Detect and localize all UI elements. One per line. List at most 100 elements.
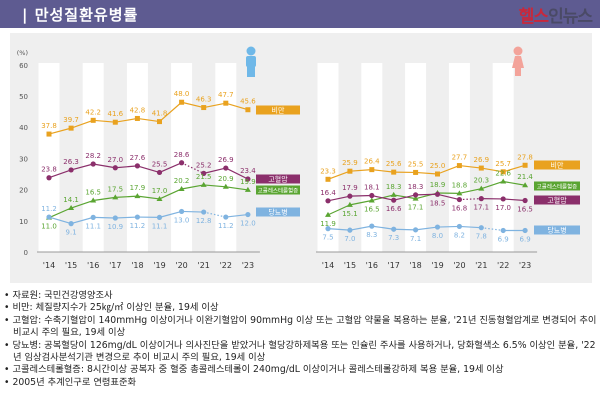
- obesity-line-segment: [159, 101, 182, 123]
- hypertension-line-segment: [371, 194, 394, 201]
- x-tick-label: '15: [65, 261, 77, 270]
- obesity-data-label: 42.2: [85, 108, 101, 116]
- hypertension-point: [413, 192, 419, 198]
- footnote: • 자료원: 국민건강영양조사: [4, 290, 113, 301]
- cholesterol-data-label: 11.9: [320, 220, 336, 228]
- x-tick-label: '21: [475, 261, 487, 270]
- diabetes-point: [90, 214, 96, 220]
- obesity-line-segment: [48, 127, 72, 135]
- hypertension-data-label: 16.5: [517, 206, 533, 214]
- hypertension-point: [478, 196, 484, 202]
- cholesterol-line-segment: [159, 188, 182, 200]
- diabetes-line-segment: [225, 213, 248, 218]
- obesity-point: [391, 169, 397, 175]
- diabetes-point: [245, 211, 251, 218]
- cholesterol-point: [522, 182, 529, 188]
- male-figure-icon: [247, 66, 255, 77]
- hypertension-data-label: 27.0: [108, 156, 124, 164]
- x-tick-label: '20: [175, 261, 187, 270]
- female-figure-icon: [515, 68, 521, 76]
- cholesterol-point: [68, 205, 75, 211]
- hypertension-data-label: 16.8: [452, 205, 468, 213]
- cholesterol-point: [412, 195, 419, 201]
- obesity-data-label: 45.6: [240, 98, 256, 106]
- diabetes-point: [500, 227, 506, 234]
- hypertension-data-label: 23.8: [41, 166, 57, 174]
- legend-label-hypertension: 고혈압: [547, 196, 567, 205]
- diabetes-data-label: 7.8: [476, 233, 487, 241]
- diabetes-data-label: 9.1: [66, 229, 77, 237]
- obesity-data-label: 25.6: [386, 160, 402, 168]
- hypertension-line-segment: [393, 194, 416, 201]
- hypertension-line-segment: [70, 163, 94, 171]
- cholesterol-point: [346, 201, 353, 207]
- x-tick-label: '16: [87, 261, 99, 270]
- diabetes-point: [325, 226, 331, 232]
- hypertension-line-segment: [349, 194, 372, 197]
- hypertension-data-label: 26.9: [218, 156, 234, 164]
- cholesterol-data-label: 16.5: [364, 206, 380, 214]
- legend-label-cholesterol: 고콜레스테롤혈증: [258, 187, 298, 195]
- obesity-data-label: 26.9: [474, 156, 490, 164]
- obesity-point: [223, 100, 229, 106]
- legend-diabetes: [256, 207, 300, 217]
- diabetes-line-segment: [481, 227, 504, 232]
- hypertension-line-segment: [93, 163, 116, 169]
- diabetes-data-label: 6.9: [520, 235, 531, 243]
- x-tick-label: '19: [153, 261, 165, 270]
- cholesterol-line-segment: [503, 180, 526, 186]
- hypertension-data-label: 16.6: [386, 205, 402, 213]
- cholesterol-point: [244, 186, 251, 192]
- footnote: • 고혈압: 수축기혈압이 140mmHg 이상이거나 이완기혈압이 90mmH…: [4, 314, 597, 339]
- diabetes-data-label: 7.3: [388, 234, 399, 242]
- x-tick-label: '21: [198, 261, 210, 270]
- diabetes-data-label: 11.1: [85, 222, 101, 230]
- cholesterol-line-segment: [70, 199, 94, 209]
- cholesterol-data-label: 21.5: [196, 173, 212, 181]
- legend-label-diabetes: 당뇨병: [268, 208, 287, 217]
- legend-cholesterol: [534, 181, 580, 191]
- hypertension-line-segment: [48, 169, 72, 179]
- hypertension-point: [90, 161, 96, 167]
- column-band: [82, 63, 104, 252]
- obesity-point: [90, 117, 96, 123]
- y-tick-label: 60: [19, 62, 28, 70]
- footnote: • 비만: 체질량지수가 25㎏/㎡ 이상인 분율, 19세 이상: [4, 302, 219, 314]
- column-band: [317, 63, 339, 252]
- column-band: [38, 63, 60, 252]
- hypertension-point: [325, 198, 331, 204]
- obesity-line-segment: [437, 165, 460, 175]
- y-unit-label: (%): [17, 49, 28, 57]
- obesity-line-segment: [415, 171, 438, 175]
- diabetes-data-label: 13.0: [174, 216, 190, 224]
- obesity-line-segment: [503, 164, 526, 173]
- legend-obesity: [534, 160, 580, 170]
- diabetes-line-segment: [203, 211, 226, 218]
- legend-hypertension: [534, 195, 580, 205]
- hypertension-line-segment: [415, 193, 438, 196]
- diabetes-line-segment: [459, 225, 482, 229]
- obesity-point: [112, 119, 118, 125]
- hypertension-point: [201, 170, 207, 176]
- hypertension-data-label: 28.2: [85, 152, 101, 160]
- obesity-line-segment: [137, 117, 160, 123]
- diabetes-line-segment: [371, 225, 394, 230]
- footnote: • 당뇨병: 공복혈당이 126mg/dL 이상이거나 의사진단을 받았거나 혈…: [4, 339, 596, 364]
- hypertension-point: [391, 197, 397, 203]
- female-figure-icon: [513, 46, 523, 56]
- cholesterol-point: [368, 197, 375, 203]
- hypertension-point: [46, 175, 52, 181]
- header-bar: | 만성질환유병률 헬스인뉴스: [0, 0, 600, 28]
- cholesterol-data-label: 14.1: [63, 196, 79, 204]
- male-figure-icon: [246, 46, 256, 56]
- y-tick-label: 20: [19, 187, 28, 195]
- cholesterol-line-segment: [115, 195, 138, 198]
- hypertension-data-label: 18.3: [408, 183, 424, 191]
- diabetes-data-label: 12.8: [196, 217, 212, 225]
- cholesterol-data-label: 21.4: [517, 173, 533, 181]
- cholesterol-point: [500, 178, 507, 184]
- hypertension-point: [347, 193, 353, 199]
- hypertension-point: [245, 176, 251, 182]
- obesity-data-label: 41.8: [152, 110, 168, 118]
